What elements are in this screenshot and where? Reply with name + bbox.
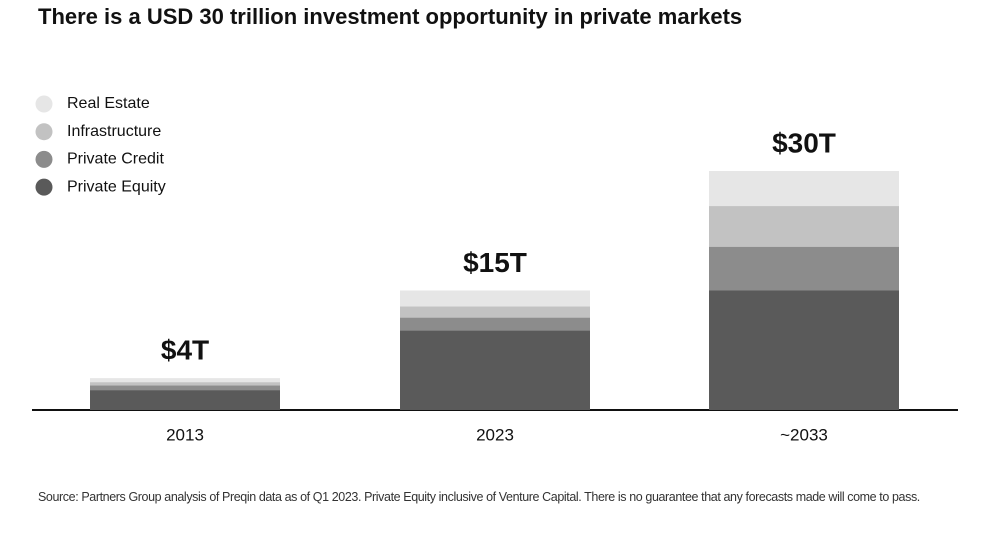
- legend-swatch: [35, 150, 53, 168]
- total-label: $15T: [463, 247, 527, 278]
- legend-label: Real Estate: [67, 95, 150, 112]
- legend-swatch: [35, 123, 53, 141]
- source-note: Source: Partners Group analysis of Preqi…: [38, 490, 920, 504]
- bar-segment: [90, 382, 280, 386]
- bar-segment: [400, 306, 590, 318]
- x-tick-label: 2023: [476, 425, 514, 444]
- total-label: $30T: [772, 127, 836, 158]
- bar-segment: [709, 246, 899, 291]
- bar-segment: [709, 290, 899, 410]
- x-tick-label: ~2033: [780, 425, 828, 444]
- total-label: $4T: [161, 335, 209, 366]
- bar-segment: [709, 171, 899, 207]
- bar-segment: [90, 378, 280, 383]
- chart: There is a USD 30 trillion investment op…: [32, 4, 958, 444]
- bar-segment: [90, 390, 280, 410]
- bar-segment: [400, 330, 590, 410]
- legend-swatch: [35, 178, 53, 196]
- legend-label: Infrastructure: [67, 123, 161, 140]
- legend-label: Private Equity: [67, 178, 166, 195]
- bar-segment: [400, 317, 590, 331]
- chart-title: There is a USD 30 trillion investment op…: [38, 4, 742, 29]
- bar-segment: [90, 385, 280, 391]
- legend-label: Private Credit: [67, 151, 164, 168]
- bar-segment: [709, 206, 899, 247]
- legend-swatch: [35, 95, 53, 113]
- bar-segment: [400, 290, 590, 307]
- x-tick-label: 2013: [166, 425, 204, 444]
